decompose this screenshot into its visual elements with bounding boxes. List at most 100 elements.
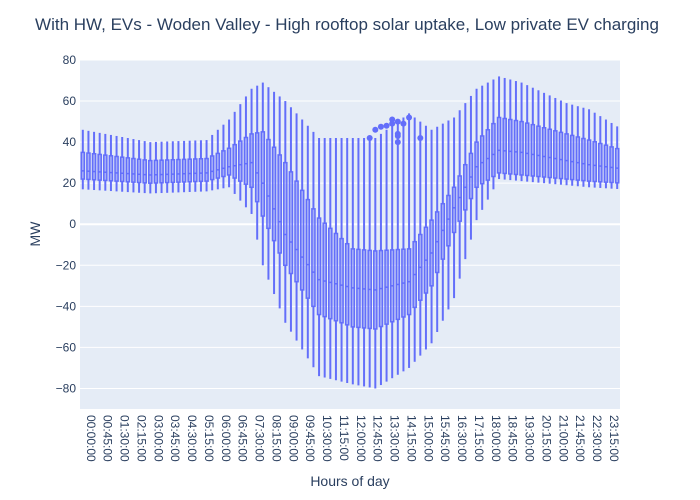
box bbox=[198, 140, 204, 192]
box-iqr bbox=[159, 159, 164, 184]
box-iqr bbox=[446, 194, 451, 247]
box bbox=[266, 87, 271, 280]
box-iqr bbox=[114, 155, 119, 182]
outlier-point bbox=[400, 120, 407, 127]
box-series bbox=[80, 76, 620, 389]
box-iqr bbox=[558, 131, 564, 180]
x-tick-label: 12:45:00 bbox=[371, 415, 385, 462]
box bbox=[423, 125, 429, 350]
x-tick-label: 21:00:00 bbox=[556, 415, 570, 462]
x-tick-label: 03:45:00 bbox=[168, 415, 182, 462]
box bbox=[243, 96, 249, 208]
box bbox=[277, 96, 282, 309]
box-iqr bbox=[243, 136, 249, 185]
box bbox=[339, 138, 344, 382]
box bbox=[446, 120, 451, 310]
x-tick-label: 23:15:00 bbox=[607, 415, 621, 462]
box-iqr bbox=[238, 140, 243, 182]
x-tick-label: 21:45:00 bbox=[573, 415, 587, 462]
box-iqr bbox=[547, 128, 552, 179]
gridlines bbox=[80, 59, 620, 389]
box-iqr bbox=[344, 242, 350, 326]
box-iqr bbox=[254, 132, 260, 203]
box-iqr bbox=[328, 227, 333, 320]
box-iqr bbox=[181, 158, 187, 183]
outlier-point bbox=[366, 135, 373, 142]
box bbox=[181, 140, 187, 193]
x-tick-label: 08:15:00 bbox=[269, 415, 283, 462]
x-tick-label: 09:00:00 bbox=[286, 415, 300, 462]
box bbox=[603, 119, 609, 189]
box bbox=[299, 119, 305, 350]
x-tick-label: 19:30:00 bbox=[523, 415, 537, 462]
box bbox=[238, 104, 243, 201]
box bbox=[271, 91, 277, 295]
box-iqr bbox=[451, 186, 457, 234]
box bbox=[97, 132, 102, 191]
box-iqr bbox=[603, 144, 609, 183]
y-tick-label: 0 bbox=[69, 217, 76, 231]
box-iqr bbox=[260, 131, 266, 217]
x-tick-label: 00:00:00 bbox=[84, 415, 98, 462]
box bbox=[344, 138, 350, 383]
box bbox=[378, 133, 384, 386]
box-iqr bbox=[496, 116, 502, 174]
box-iqr bbox=[485, 129, 491, 181]
box bbox=[294, 113, 299, 341]
box bbox=[86, 130, 91, 190]
box bbox=[142, 141, 147, 194]
outlier-point bbox=[377, 123, 384, 130]
box bbox=[232, 111, 237, 194]
box-iqr bbox=[592, 141, 597, 183]
outlier-point bbox=[394, 132, 401, 139]
y-axis-ticks: −80 −60 −40 −20 0 20 40 60 80 bbox=[56, 53, 77, 395]
box-iqr bbox=[586, 139, 592, 182]
box-iqr bbox=[524, 122, 530, 177]
box bbox=[125, 138, 131, 193]
box-iqr bbox=[536, 125, 541, 178]
box bbox=[553, 97, 558, 185]
y-tick-label: −60 bbox=[56, 340, 77, 354]
box bbox=[170, 141, 176, 193]
box-iqr bbox=[136, 158, 142, 184]
x-axis-title: Hours of day bbox=[310, 473, 389, 489]
x-tick-label: 22:30:00 bbox=[590, 415, 604, 462]
box-iqr bbox=[614, 147, 620, 184]
box bbox=[581, 107, 586, 187]
box bbox=[440, 123, 446, 321]
box bbox=[406, 113, 412, 368]
box-iqr bbox=[125, 157, 131, 183]
box bbox=[491, 79, 496, 190]
box bbox=[536, 90, 541, 183]
box bbox=[384, 129, 389, 382]
y-tick-label: 20 bbox=[63, 176, 77, 190]
outlier-point bbox=[394, 118, 401, 125]
box bbox=[530, 87, 536, 183]
box-iqr bbox=[226, 147, 232, 176]
box bbox=[350, 138, 356, 385]
x-tick-label: 01:30:00 bbox=[118, 415, 132, 462]
x-tick-label: 10:30:00 bbox=[320, 415, 334, 462]
box-iqr bbox=[271, 146, 277, 242]
outlier-point bbox=[406, 114, 413, 121]
box bbox=[159, 141, 164, 194]
box bbox=[479, 85, 485, 210]
box bbox=[541, 92, 547, 184]
x-tick-label: 17:15:00 bbox=[472, 415, 486, 462]
box bbox=[457, 110, 462, 279]
box bbox=[547, 95, 552, 184]
outlier-point bbox=[389, 116, 396, 123]
box bbox=[328, 138, 333, 379]
box-iqr bbox=[153, 159, 159, 184]
box bbox=[401, 117, 406, 372]
box bbox=[451, 117, 457, 299]
x-tick-label: 15:00:00 bbox=[421, 415, 435, 462]
box-iqr bbox=[97, 153, 102, 181]
box bbox=[333, 138, 339, 381]
box-iqr bbox=[530, 123, 536, 177]
outlier-point bbox=[417, 135, 424, 142]
outlier-point bbox=[372, 126, 379, 133]
x-tick-label: 12:00:00 bbox=[354, 415, 368, 462]
x-tick-label: 09:45:00 bbox=[303, 415, 317, 462]
x-tick-label: 18:45:00 bbox=[506, 415, 520, 462]
